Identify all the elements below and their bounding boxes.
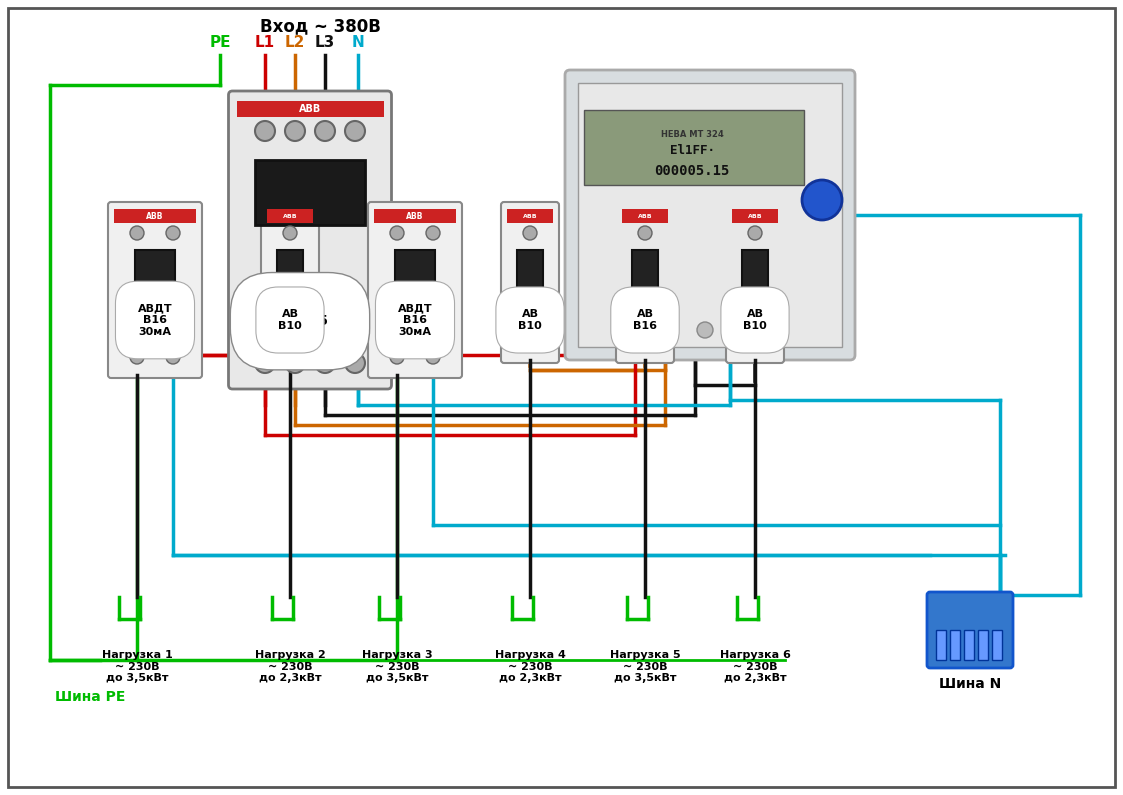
Circle shape	[285, 121, 305, 141]
Text: ABB: ABB	[638, 214, 652, 219]
Bar	[622, 209, 668, 223]
Circle shape	[647, 322, 663, 338]
Circle shape	[390, 350, 404, 364]
Bar	[775, 209, 780, 356]
Text: Нагрузка 5
~ 230В
до 3,5кВт: Нагрузка 5 ~ 230В до 3,5кВт	[610, 650, 681, 683]
Circle shape	[345, 121, 365, 141]
Bar	[732, 209, 778, 223]
Bar	[506, 209, 553, 223]
Circle shape	[523, 337, 537, 351]
Text: ABB: ABB	[407, 211, 423, 220]
Text: El1FF·: El1FF·	[669, 144, 714, 157]
Bar	[978, 630, 988, 660]
Text: Вход ~ 380В: Вход ~ 380В	[259, 17, 381, 35]
Text: АВ
В16: АВ В16	[633, 309, 657, 331]
FancyBboxPatch shape	[501, 202, 559, 363]
Bar	[115, 209, 197, 223]
Text: N: N	[351, 35, 364, 50]
Text: Шина РЕ: Шина РЕ	[55, 690, 126, 704]
FancyBboxPatch shape	[368, 202, 462, 378]
FancyBboxPatch shape	[228, 91, 392, 389]
Circle shape	[283, 226, 296, 240]
Bar	[135, 250, 175, 295]
Circle shape	[255, 121, 275, 141]
Circle shape	[426, 350, 440, 364]
Text: ABB: ABB	[283, 214, 298, 219]
Bar	[550, 209, 556, 356]
Bar	[451, 209, 459, 371]
FancyBboxPatch shape	[617, 202, 674, 363]
Bar	[277, 250, 303, 288]
Circle shape	[426, 226, 440, 240]
Text: 000005.15: 000005.15	[655, 164, 730, 178]
Bar	[237, 101, 383, 117]
Text: ABB: ABB	[522, 214, 537, 219]
Text: АВ
В10: АВ В10	[279, 309, 302, 331]
Text: PE: PE	[209, 35, 230, 50]
Circle shape	[130, 226, 144, 240]
Text: Нагрузка 4
~ 230В
до 2,3кВт: Нагрузка 4 ~ 230В до 2,3кВт	[494, 650, 566, 683]
Circle shape	[130, 350, 144, 364]
Circle shape	[283, 337, 296, 351]
Bar	[310, 209, 316, 356]
Circle shape	[748, 337, 763, 351]
Bar	[374, 209, 456, 223]
Bar	[255, 160, 365, 225]
Text: АВДТ
В16
30мА: АВДТ В16 30мА	[398, 304, 432, 336]
Text: L2: L2	[285, 35, 305, 50]
Text: НЕВА МТ 324: НЕВА МТ 324	[660, 130, 723, 139]
Text: Нагрузка 1
~ 230В
до 3,5кВт: Нагрузка 1 ~ 230В до 3,5кВт	[101, 650, 172, 683]
Bar	[950, 630, 960, 660]
Circle shape	[748, 226, 763, 240]
Bar	[935, 630, 946, 660]
Bar	[992, 630, 1002, 660]
Text: АВДТ
В16
30мА: АВДТ В16 30мА	[138, 304, 172, 336]
FancyBboxPatch shape	[725, 202, 784, 363]
Circle shape	[638, 337, 652, 351]
Bar	[584, 110, 804, 185]
Circle shape	[166, 350, 180, 364]
Bar	[964, 630, 974, 660]
Circle shape	[166, 226, 180, 240]
Bar	[267, 209, 313, 223]
Bar	[665, 209, 672, 356]
Circle shape	[390, 226, 404, 240]
Circle shape	[802, 180, 842, 220]
Text: ABB: ABB	[748, 214, 763, 219]
Circle shape	[345, 353, 365, 373]
Circle shape	[638, 226, 652, 240]
Text: АВ С25: АВ С25	[272, 314, 328, 328]
Bar	[632, 250, 658, 288]
Circle shape	[255, 353, 275, 373]
Text: Нагрузка 2
~ 230В
до 2,3кВт: Нагрузка 2 ~ 230В до 2,3кВт	[255, 650, 326, 683]
FancyBboxPatch shape	[565, 70, 855, 360]
Bar	[517, 250, 544, 288]
FancyBboxPatch shape	[261, 202, 319, 363]
Text: Нагрузка 3
~ 230В
до 3,5кВт: Нагрузка 3 ~ 230В до 3,5кВт	[362, 650, 432, 683]
Bar	[395, 250, 435, 295]
Bar	[191, 209, 199, 371]
Text: L1: L1	[255, 35, 275, 50]
Text: ABB: ABB	[146, 211, 164, 220]
Bar	[742, 250, 768, 288]
Text: АВ
В10: АВ В10	[518, 309, 542, 331]
Text: ABB: ABB	[299, 104, 321, 114]
Text: АВ
В10: АВ В10	[743, 309, 767, 331]
Circle shape	[697, 322, 713, 338]
Bar	[377, 100, 387, 380]
Text: L3: L3	[314, 35, 335, 50]
Bar	[578, 83, 842, 347]
Circle shape	[523, 226, 537, 240]
FancyBboxPatch shape	[108, 202, 202, 378]
Text: Шина N: Шина N	[939, 677, 1001, 691]
Circle shape	[314, 121, 335, 141]
Text: Нагрузка 6
~ 230В
до 2,3кВт: Нагрузка 6 ~ 230В до 2,3кВт	[720, 650, 791, 683]
FancyBboxPatch shape	[926, 592, 1013, 668]
Circle shape	[314, 353, 335, 373]
Circle shape	[285, 353, 305, 373]
